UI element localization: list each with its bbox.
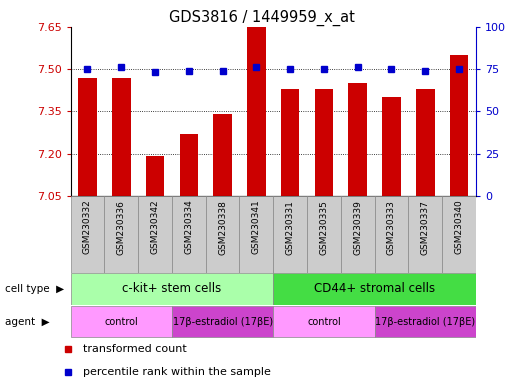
Bar bbox=[179, 134, 198, 196]
Text: GSM230342: GSM230342 bbox=[151, 200, 160, 254]
Text: GSM230333: GSM230333 bbox=[387, 200, 396, 255]
Bar bbox=[307, 196, 341, 273]
Text: control: control bbox=[307, 316, 341, 327]
Bar bbox=[450, 55, 468, 196]
Bar bbox=[281, 89, 300, 196]
Text: c-kit+ stem cells: c-kit+ stem cells bbox=[122, 283, 222, 295]
Bar bbox=[105, 196, 138, 273]
Text: GSM230337: GSM230337 bbox=[421, 200, 430, 255]
Bar bbox=[206, 196, 240, 273]
Text: 17β-estradiol (17βE): 17β-estradiol (17βE) bbox=[173, 316, 272, 327]
Text: cell type  ▶: cell type ▶ bbox=[5, 284, 64, 294]
Bar bbox=[315, 89, 333, 196]
Bar bbox=[71, 306, 172, 337]
Text: transformed count: transformed count bbox=[83, 344, 187, 354]
Text: GSM230340: GSM230340 bbox=[454, 200, 463, 255]
Bar bbox=[374, 306, 476, 337]
Bar bbox=[78, 78, 97, 196]
Text: CD44+ stromal cells: CD44+ stromal cells bbox=[314, 283, 435, 295]
Bar bbox=[172, 196, 206, 273]
Bar bbox=[112, 78, 131, 196]
Bar bbox=[382, 97, 401, 196]
Text: 17β-estradiol (17βE): 17β-estradiol (17βE) bbox=[375, 316, 475, 327]
Text: GDS3816 / 1449959_x_at: GDS3816 / 1449959_x_at bbox=[168, 10, 355, 26]
Bar bbox=[408, 196, 442, 273]
Bar bbox=[71, 273, 273, 305]
Bar bbox=[273, 196, 307, 273]
Text: GSM230332: GSM230332 bbox=[83, 200, 92, 255]
Bar bbox=[348, 83, 367, 196]
Bar bbox=[374, 196, 408, 273]
Text: percentile rank within the sample: percentile rank within the sample bbox=[83, 367, 271, 377]
Bar bbox=[71, 196, 105, 273]
Bar bbox=[341, 196, 374, 273]
Bar bbox=[273, 306, 374, 337]
Bar bbox=[442, 196, 476, 273]
Bar bbox=[146, 156, 164, 196]
Text: GSM230331: GSM230331 bbox=[286, 200, 294, 255]
Bar bbox=[416, 89, 435, 196]
Text: agent  ▶: agent ▶ bbox=[5, 316, 50, 327]
Bar bbox=[273, 273, 476, 305]
Bar bbox=[213, 114, 232, 196]
Text: GSM230339: GSM230339 bbox=[353, 200, 362, 255]
Text: GSM230338: GSM230338 bbox=[218, 200, 227, 255]
Text: GSM230336: GSM230336 bbox=[117, 200, 126, 255]
Text: control: control bbox=[105, 316, 138, 327]
Bar bbox=[172, 306, 273, 337]
Text: GSM230334: GSM230334 bbox=[184, 200, 194, 255]
Text: GSM230341: GSM230341 bbox=[252, 200, 261, 255]
Bar bbox=[247, 27, 266, 196]
Text: GSM230335: GSM230335 bbox=[320, 200, 328, 255]
Bar bbox=[240, 196, 273, 273]
Bar bbox=[138, 196, 172, 273]
